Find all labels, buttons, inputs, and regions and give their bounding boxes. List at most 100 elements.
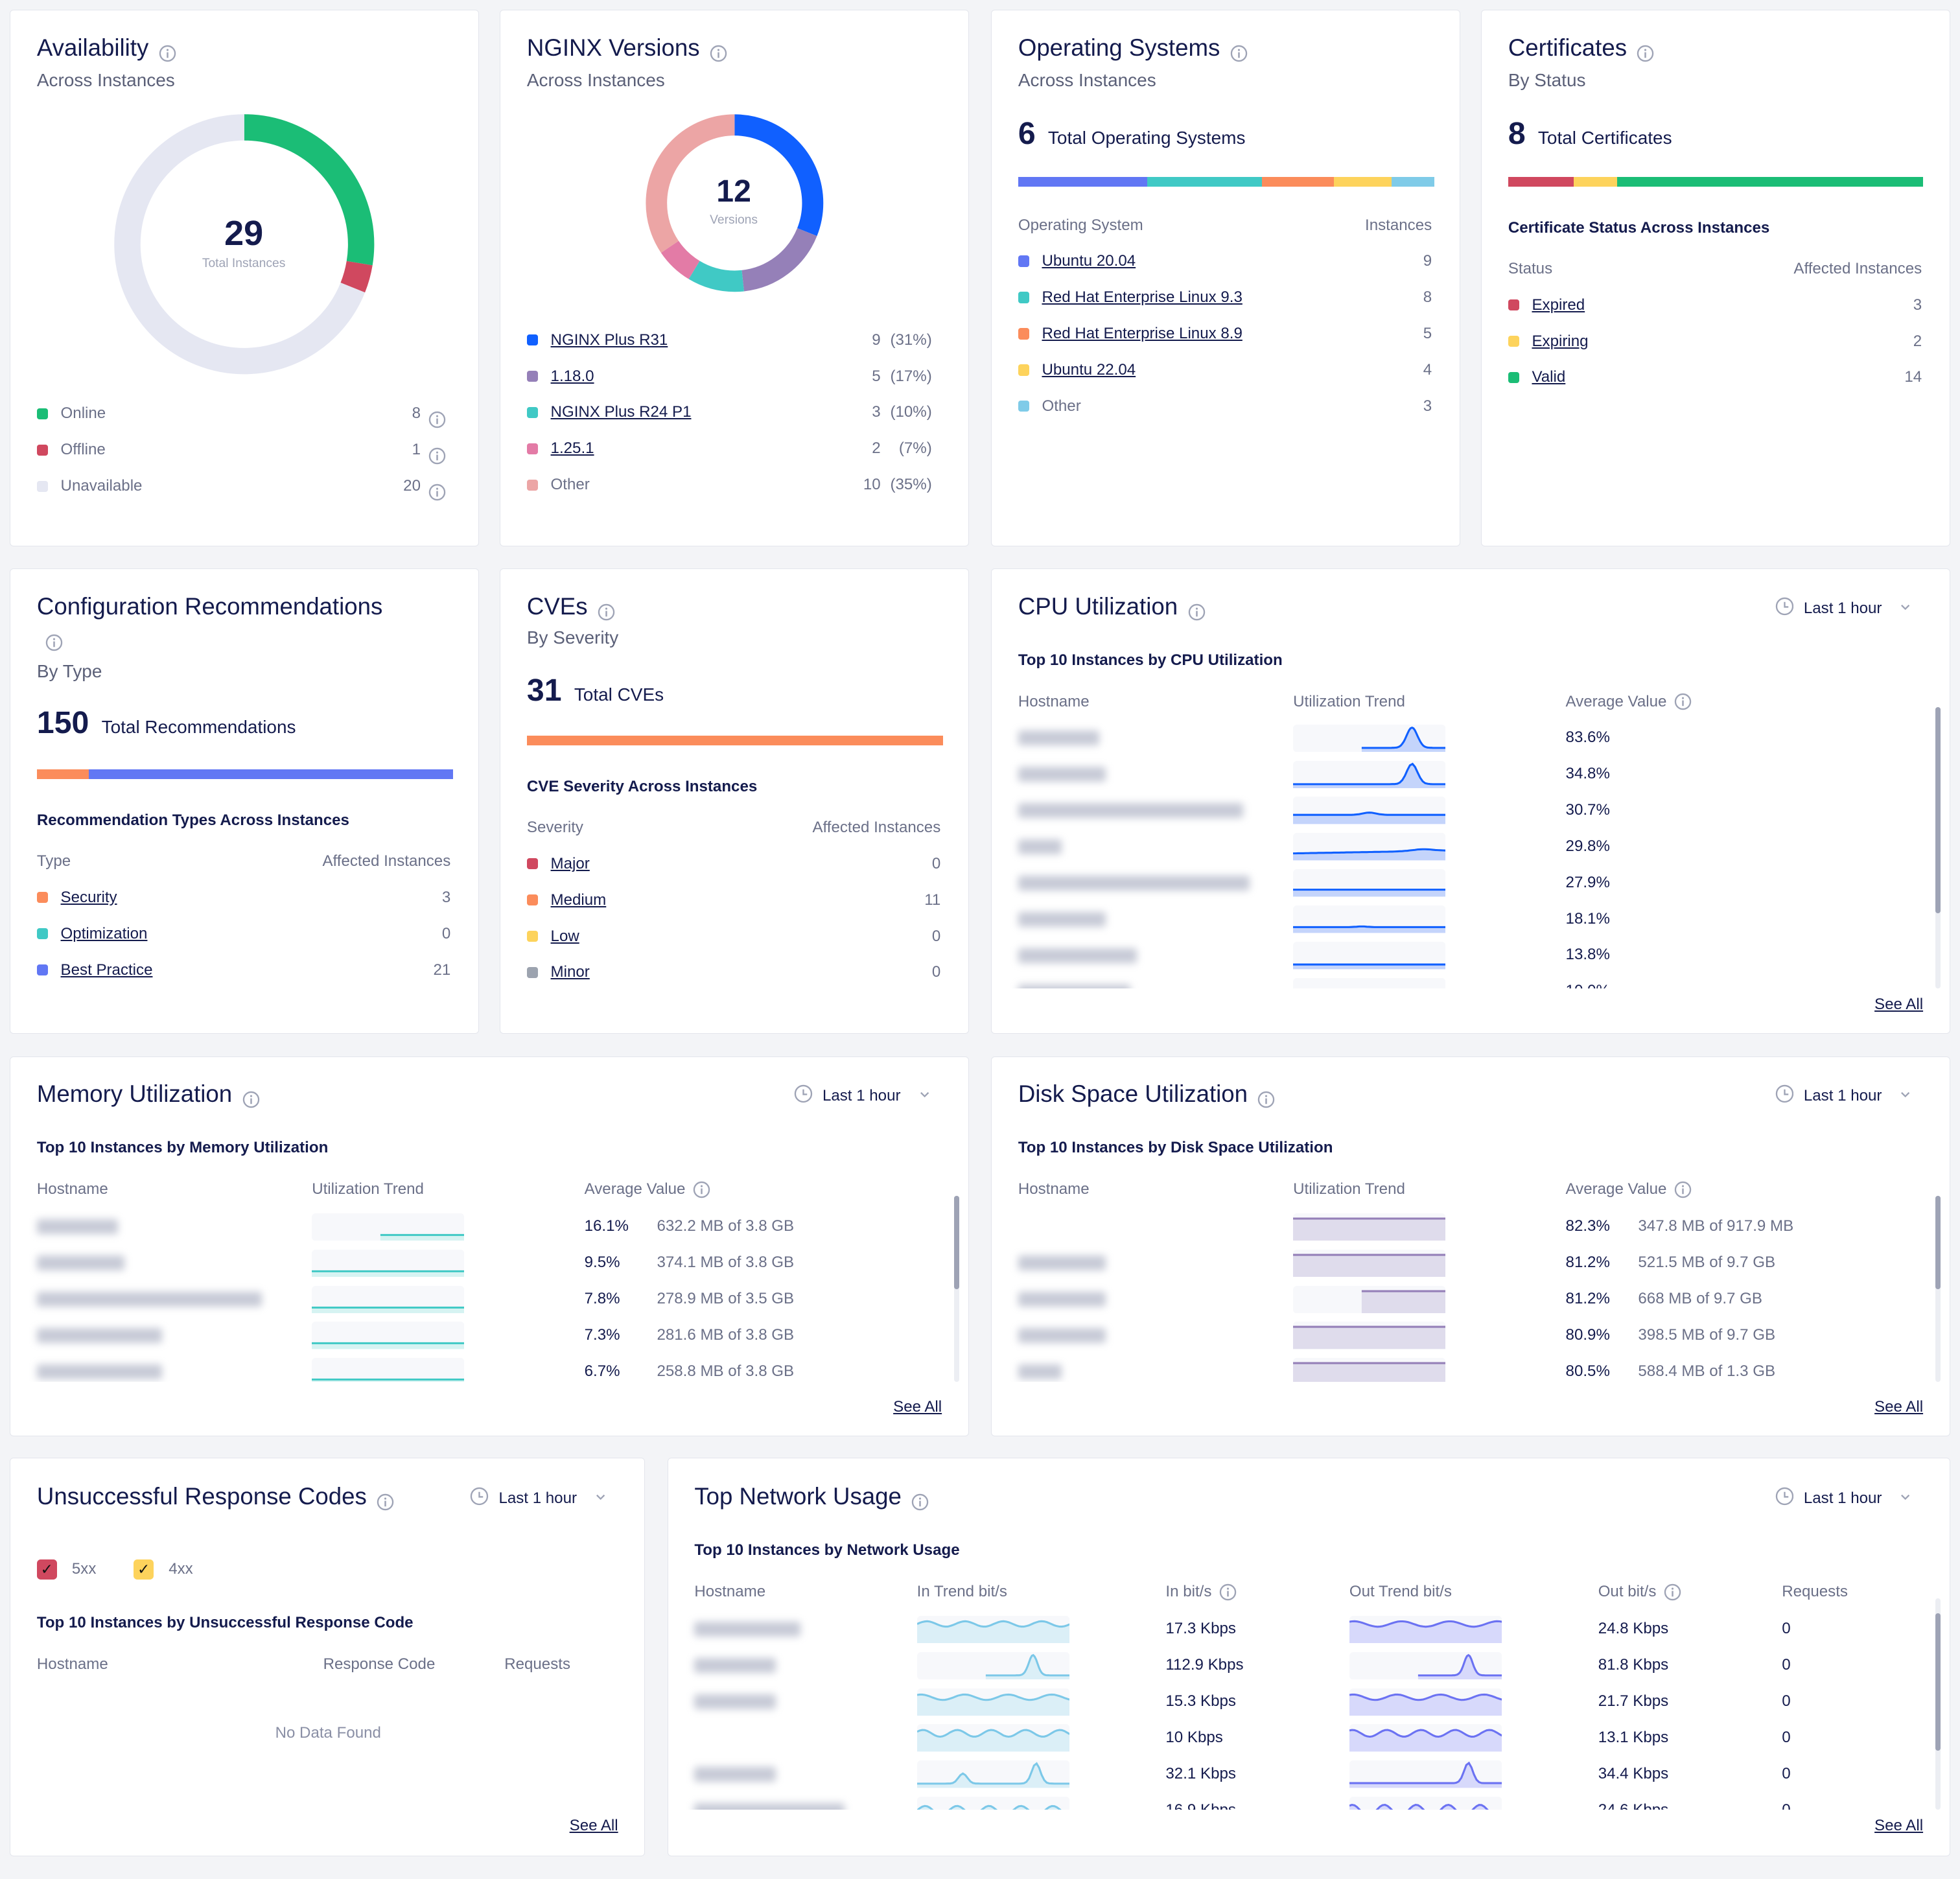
filter-checkbox[interactable]: ✓ 4xx [134,1559,193,1580]
info-icon[interactable] [1230,40,1248,62]
legend-link[interactable]: Minor [550,963,590,981]
checkbox-checked-icon[interactable]: ✓ [36,1559,57,1580]
hostname-redacted[interactable] [694,1658,776,1674]
table-row[interactable]: 83.6% [992,719,1923,756]
table-row[interactable]: 81.2% 668 MB of 9.7 GB [992,1281,1923,1317]
info-icon[interactable] [242,1086,260,1108]
info-icon[interactable] [428,406,446,428]
table-row[interactable]: 32.1 Kbps 34.4 Kbps 0 [668,1756,1924,1792]
time-range-dropdown[interactable]: Last 1 hour [1775,1084,1912,1108]
hostname-redacted[interactable] [1018,911,1106,927]
legend-link[interactable]: Valid [1532,368,1566,386]
legend-link[interactable]: Major [550,854,590,872]
legend-link[interactable]: 1.25.1 [550,439,594,458]
table-row[interactable]: 81.2% 521.5 MB of 9.7 GB [992,1244,1923,1281]
table-row[interactable]: 16.9 Kbps 24.6 Kbps 0 [668,1792,1924,1810]
hostname-redacted[interactable] [36,1292,262,1307]
info-icon[interactable] [377,1488,394,1511]
legend-link[interactable]: NGINX Plus R24 P1 [550,403,692,421]
time-range-dropdown[interactable]: Last 1 hour [470,1487,607,1510]
table-row[interactable]: 80.9% 398.5 MB of 9.7 GB [992,1317,1923,1353]
legend-link[interactable]: Expiring [1532,332,1589,350]
hostname-redacted[interactable] [694,1803,845,1810]
hostname-redacted[interactable] [1018,1255,1106,1271]
table-row[interactable]: 6.7% 258.8 MB of 3.8 GB [10,1353,942,1383]
info-icon[interactable] [710,40,727,62]
scrollbar-thumb[interactable] [1935,1195,1941,1290]
filter-checkbox[interactable]: ✓ 5xx [36,1559,96,1580]
see-all-link[interactable]: See All [1874,1398,1924,1416]
table-row[interactable]: 17.3 Kbps 24.8 Kbps 0 [668,1611,1924,1647]
hostname-redacted[interactable] [1018,875,1250,891]
scrollbar-thumb[interactable] [954,1195,960,1290]
table-row[interactable]: 80.5% 588.4 MB of 1.3 GB [992,1353,1923,1383]
table-row[interactable]: 30.7% [992,792,1923,828]
hostname-redacted[interactable] [36,1364,162,1380]
hostname-redacted[interactable] [1018,984,1131,988]
table-row[interactable]: 7.3% 281.6 MB of 3.8 GB [10,1317,942,1353]
hostname-redacted[interactable] [694,1767,776,1782]
info-icon[interactable] [598,598,615,621]
see-all-link[interactable]: See All [569,1817,618,1835]
see-all-link[interactable]: See All [893,1398,942,1416]
table-row[interactable]: 10 Kbps 13.1 Kbps 0 [668,1720,1924,1756]
info-icon[interactable] [911,1488,929,1511]
info-icon[interactable] [1188,598,1206,621]
scrollbar-thumb[interactable] [1935,706,1941,913]
table-row[interactable]: 10.0% [992,973,1923,988]
scrollbar[interactable] [954,1195,960,1383]
table-row[interactable]: 7.8% 278.9 MB of 3.5 GB [10,1281,942,1317]
legend-link[interactable]: Ubuntu 22.04 [1042,360,1136,379]
info-icon[interactable] [1664,1583,1681,1601]
hostname-redacted[interactable] [694,1622,801,1637]
table-row[interactable]: 29.8% [992,828,1923,865]
hostname-redacted[interactable] [1018,767,1106,782]
hostname-redacted[interactable] [1018,1328,1106,1344]
see-all-link[interactable]: See All [1874,1817,1924,1835]
hostname-redacted[interactable] [1018,948,1138,963]
table-row[interactable]: 15.3 Kbps 21.7 Kbps 0 [668,1683,1924,1720]
table-row[interactable]: 16.1% 632.2 MB of 3.8 GB [10,1208,942,1244]
legend-link[interactable]: 1.18.0 [550,367,594,385]
legend-link[interactable]: Low [550,927,579,945]
scrollbar[interactable] [1935,706,1941,988]
table-row[interactable]: 112.9 Kbps 81.8 Kbps 0 [668,1647,1924,1683]
table-row[interactable]: 82.3% 347.8 MB of 917.9 MB [992,1208,1923,1244]
hostname-redacted[interactable] [36,1219,119,1235]
info-icon[interactable] [693,1181,710,1198]
info-icon[interactable] [1257,1086,1275,1108]
scrollbar[interactable] [1935,1195,1941,1383]
legend-link[interactable]: Ubuntu 20.04 [1042,252,1136,270]
info-icon[interactable] [1674,693,1692,710]
hostname-redacted[interactable] [1018,839,1062,855]
hostname-redacted[interactable] [36,1255,124,1271]
time-range-dropdown[interactable]: Last 1 hour [1775,1487,1912,1510]
legend-link[interactable]: Expired [1532,296,1585,314]
checkbox-checked-icon[interactable]: ✓ [134,1559,154,1580]
legend-link[interactable]: Optimization [60,924,148,942]
table-row[interactable]: 27.9% [992,865,1923,901]
hostname-redacted[interactable] [1018,1292,1106,1307]
info-icon[interactable] [1674,1181,1692,1198]
hostname-redacted[interactable] [36,1328,162,1344]
info-icon[interactable] [1637,40,1654,62]
time-range-dropdown[interactable]: Last 1 hour [1775,597,1912,620]
legend-link[interactable]: Security [60,888,117,906]
table-row[interactable]: 18.1% [992,901,1923,937]
scrollbar[interactable] [1935,1598,1941,1810]
info-icon[interactable] [428,442,446,464]
hostname-redacted[interactable] [1018,1364,1062,1380]
hostname-redacted[interactable] [1018,803,1243,819]
info-icon[interactable] [1219,1583,1237,1601]
legend-link[interactable]: Red Hat Enterprise Linux 9.3 [1042,288,1242,307]
legend-link[interactable]: Best Practice [60,961,153,979]
hostname-redacted[interactable] [694,1694,776,1710]
legend-link[interactable]: Red Hat Enterprise Linux 8.9 [1042,324,1242,342]
info-icon[interactable] [45,633,63,651]
info-icon[interactable] [428,478,446,500]
time-range-dropdown[interactable]: Last 1 hour [794,1084,931,1108]
legend-link[interactable]: NGINX Plus R31 [550,331,668,349]
scrollbar-thumb[interactable] [1935,1613,1941,1751]
legend-link[interactable]: Medium [550,891,607,909]
info-icon[interactable] [159,40,176,62]
